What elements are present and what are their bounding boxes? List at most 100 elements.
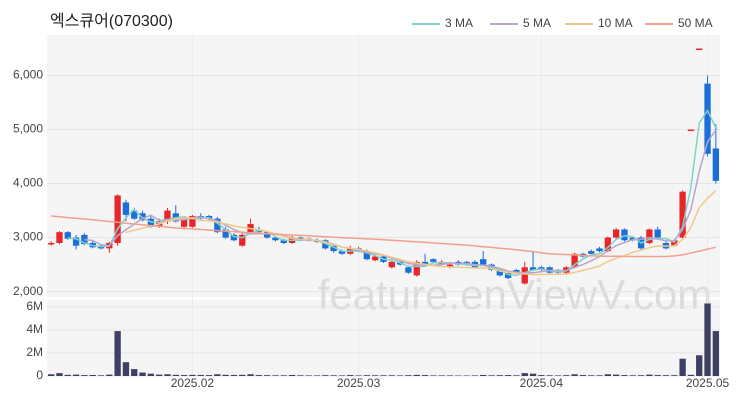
volume-bar	[671, 375, 678, 376]
volume-bar	[72, 374, 80, 376]
candle-body	[654, 229, 661, 238]
y-tick-label: 6,000	[13, 68, 43, 82]
volume-bar	[488, 375, 495, 376]
candle-body	[47, 242, 55, 245]
candle-body	[704, 83, 711, 154]
volume-bar	[363, 375, 371, 376]
volume-bar	[621, 375, 628, 376]
volume-bar	[396, 375, 404, 376]
x-tick-label: 2025.05	[686, 376, 730, 390]
volume-bar	[280, 375, 287, 376]
volume-bar	[189, 374, 196, 376]
candle-body	[596, 248, 603, 252]
legend-label: 3 MA	[445, 16, 473, 30]
watermark: feature.enViewV.com	[318, 271, 713, 318]
volume-bar	[114, 331, 121, 376]
ma-line	[51, 215, 716, 258]
chart-title: 엑스큐어(070300)	[50, 12, 173, 30]
candle-body	[147, 218, 155, 227]
y-tick-label: 2,000	[13, 284, 43, 298]
volume-bar	[56, 373, 63, 376]
volume-bar	[147, 373, 155, 376]
y-tick-label: 0	[36, 368, 43, 382]
ma-line	[125, 190, 717, 276]
volume-bar	[247, 374, 254, 376]
candle-body	[430, 259, 437, 262]
volume-bar	[421, 375, 429, 376]
volume-bar	[322, 375, 329, 376]
candle-body	[189, 215, 196, 227]
candle-body	[239, 234, 246, 246]
legend-label: 10 MA	[598, 16, 633, 30]
candle-body	[264, 232, 271, 238]
volume-bar	[197, 374, 204, 376]
volume-bar	[230, 374, 238, 376]
volume-bar	[131, 369, 138, 376]
price-panel	[47, 35, 720, 297]
candle-body	[139, 213, 146, 221]
x-tick-label: 2025.03	[337, 376, 381, 390]
volume-bar	[546, 375, 553, 376]
y-tick-label: 4M	[26, 322, 43, 336]
volume-bar	[355, 375, 362, 376]
volume-bar	[712, 331, 720, 376]
volume-bar	[347, 375, 354, 376]
volume-bar	[554, 375, 562, 376]
x-tick-label: 2025.04	[520, 376, 564, 390]
volume-bar	[504, 375, 512, 376]
volume-bar	[446, 375, 454, 376]
volume-panel	[47, 300, 720, 376]
volume-bar	[97, 375, 105, 376]
candle-body	[646, 229, 653, 243]
volume-bar	[588, 375, 595, 376]
volume-bar	[47, 374, 55, 376]
volume-bar	[272, 375, 279, 376]
candle-body	[222, 229, 229, 238]
volume-bar	[704, 303, 711, 376]
candle-body	[330, 245, 337, 252]
candle-body	[131, 210, 138, 219]
candle-body	[712, 148, 720, 181]
legend-label: 5 MA	[523, 16, 551, 30]
volume-bar	[696, 355, 703, 376]
candle-body	[480, 259, 487, 265]
volume-bar	[604, 374, 611, 376]
candle-body	[81, 234, 88, 245]
candle-body	[604, 237, 611, 252]
candle-body	[421, 261, 429, 265]
volume-bar	[596, 375, 603, 376]
volume-bar	[571, 374, 578, 376]
volume-bar	[612, 374, 620, 376]
candle-body	[621, 229, 628, 241]
candle-body	[372, 256, 379, 261]
volume-bar	[438, 375, 445, 376]
candle-body	[56, 232, 63, 243]
candle-body	[214, 218, 221, 233]
candle-body	[164, 210, 171, 222]
y-tick-label: 3,000	[13, 230, 43, 244]
ma-line	[67, 109, 717, 277]
volume-bar	[180, 375, 188, 376]
volume-bar	[156, 374, 163, 376]
candle-body	[180, 218, 188, 227]
volume-bar	[629, 375, 636, 376]
volume-bar	[496, 375, 503, 376]
volume-bar	[81, 375, 88, 376]
candle-body	[496, 269, 503, 276]
volume-bar	[264, 375, 271, 376]
y-tick-label: 6M	[26, 299, 43, 313]
volume-bar	[305, 375, 312, 376]
candle-body	[338, 251, 346, 254]
candle-body	[687, 129, 695, 132]
volume-bar	[513, 375, 520, 376]
volume-bar	[313, 375, 321, 376]
candle-body	[629, 237, 636, 241]
volume-bar	[122, 362, 130, 376]
candle-body	[529, 267, 537, 270]
volume-bar	[563, 375, 570, 376]
candle-body	[72, 237, 80, 246]
volume-bar	[239, 374, 246, 376]
volume-bar	[172, 374, 179, 376]
candle-body	[122, 202, 130, 215]
